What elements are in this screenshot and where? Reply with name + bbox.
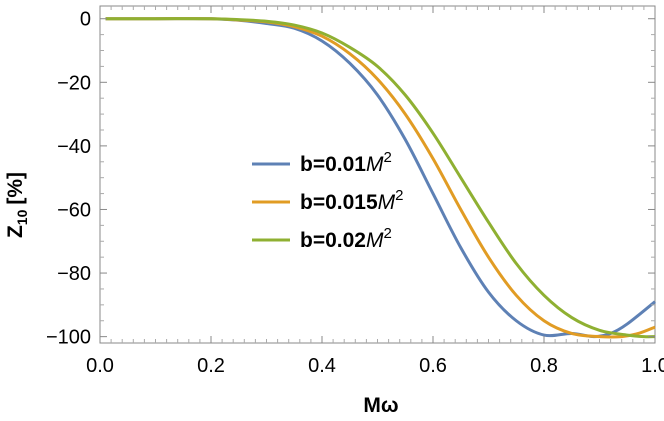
y-axis-title-unit: [%]: [4, 172, 27, 205]
y-tick-label: −20: [57, 72, 91, 94]
legend-label-2: b=0.02M2: [300, 225, 392, 252]
y-tick-label: −60: [57, 199, 91, 221]
x-tick-label: 0.8: [530, 355, 558, 377]
y-tick-label: −80: [57, 263, 91, 285]
x-tick-label: 0.0: [86, 355, 114, 377]
y-tick-label: −40: [57, 136, 91, 158]
x-tick-label: 1.0: [641, 355, 664, 377]
series-line-2: [105, 17, 656, 339]
y-axis-title-main: Z: [4, 225, 27, 238]
y-axis-title: Z10 [%]: [4, 172, 30, 238]
y-axis-title-sub: 10: [14, 209, 30, 225]
legend: b=0.01M2 b=0.015M2 b=0.02M2: [252, 149, 404, 252]
x-tick-label: 0.4: [308, 355, 336, 377]
x-tick-label: 0.6: [419, 355, 447, 377]
legend-label-1: b=0.015M2: [300, 187, 404, 214]
y-tick-label: −100: [46, 327, 91, 349]
series-layer: [105, 17, 656, 339]
x-tick-label: 0.2: [197, 355, 225, 377]
ticks-layer: 0.0 0.2 0.4 0.6 0.8 1.0 0 −20 −40 −60 −80 −100: [46, 6, 664, 377]
x-axis-title: Mω: [363, 394, 398, 417]
y-tick-label: 0: [80, 9, 91, 31]
legend-label-0: b=0.01M2: [300, 149, 392, 176]
